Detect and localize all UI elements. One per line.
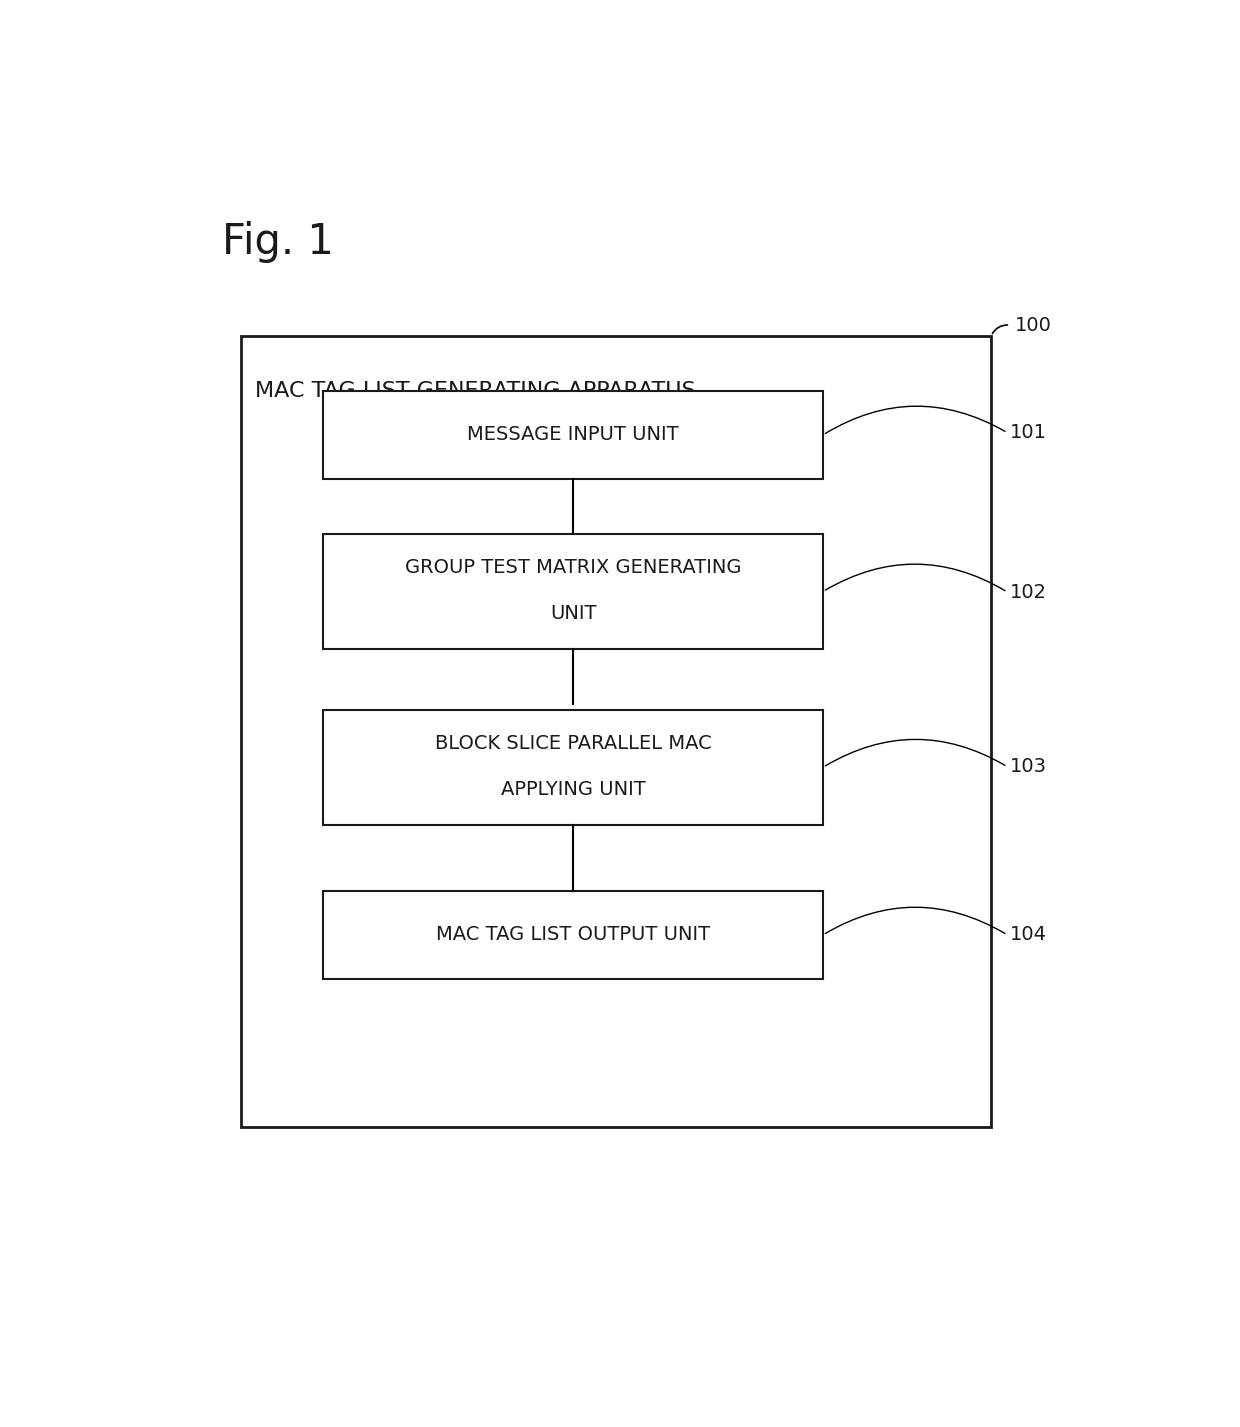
Bar xyxy=(324,391,823,479)
Text: GROUP TEST MATRIX GENERATING: GROUP TEST MATRIX GENERATING xyxy=(404,558,742,577)
Text: MAC TAG LIST OUTPUT UNIT: MAC TAG LIST OUTPUT UNIT xyxy=(436,925,711,945)
Text: 104: 104 xyxy=(1011,925,1048,945)
Text: BLOCK SLICE PARALLEL MAC: BLOCK SLICE PARALLEL MAC xyxy=(435,733,712,752)
Text: APPLYING UNIT: APPLYING UNIT xyxy=(501,779,645,799)
Text: MAC TAG LIST GENERATING APPARATUS: MAC TAG LIST GENERATING APPARATUS xyxy=(255,381,696,401)
Bar xyxy=(324,534,823,649)
Text: UNIT: UNIT xyxy=(549,604,596,624)
Text: 103: 103 xyxy=(1011,758,1048,776)
Bar xyxy=(324,709,823,825)
Bar xyxy=(324,890,823,979)
Text: 102: 102 xyxy=(1011,582,1048,602)
Bar xyxy=(242,337,991,1127)
Text: 101: 101 xyxy=(1011,424,1048,442)
Text: 100: 100 xyxy=(1016,315,1052,334)
Text: MESSAGE INPUT UNIT: MESSAGE INPUT UNIT xyxy=(467,425,678,444)
Text: Fig. 1: Fig. 1 xyxy=(222,221,334,263)
